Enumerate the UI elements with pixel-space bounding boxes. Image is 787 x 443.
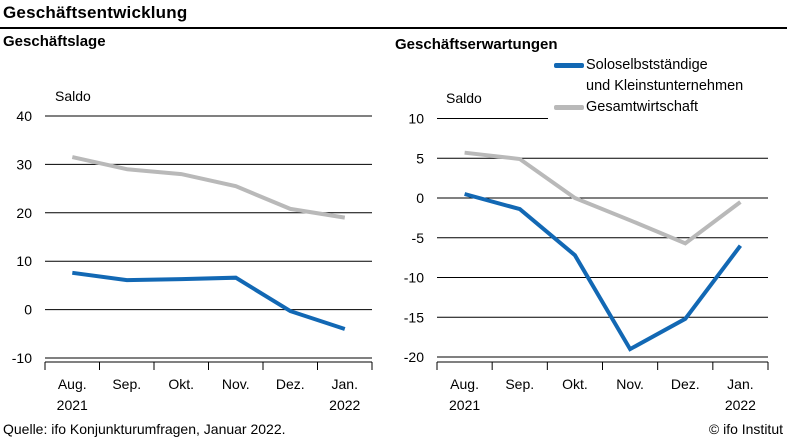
svg-text:0: 0 bbox=[24, 302, 32, 318]
svg-text:2022: 2022 bbox=[725, 397, 756, 413]
svg-text:40: 40 bbox=[16, 108, 32, 124]
svg-text:-15: -15 bbox=[404, 309, 424, 325]
blue-line-swatch-icon bbox=[554, 63, 584, 68]
legend: Soloselbstständige und Kleinstunternehme… bbox=[553, 55, 785, 118]
chart-title-geschaeftserwartungen: Geschäftserwartungen bbox=[395, 36, 558, 53]
copyright-note: © ifo Institut bbox=[708, 421, 783, 437]
svg-text:-10: -10 bbox=[12, 350, 32, 366]
chart-title-geschaeftslage: Geschäftslage bbox=[3, 33, 106, 50]
line-chart-geschaeftslage: 40 30 20 10 0 -10 Aug. 2021 Sep. Okt. Nov. Dez. Jan.… bbox=[12, 108, 373, 413]
source-note: Quelle: ifo Konjunkturumfragen, Januar 2… bbox=[3, 421, 286, 437]
svg-text:30: 30 bbox=[16, 156, 32, 172]
page-title: Geschäftsentwicklung bbox=[3, 3, 188, 22]
svg-text:2021: 2021 bbox=[449, 397, 480, 413]
svg-text:Nov.: Nov. bbox=[222, 376, 250, 392]
svg-text:2021: 2021 bbox=[57, 397, 88, 413]
svg-text:Okt.: Okt. bbox=[168, 376, 194, 392]
svg-text:20: 20 bbox=[16, 205, 32, 221]
svg-text:Jan.: Jan. bbox=[727, 376, 753, 392]
svg-text:Sep.: Sep. bbox=[112, 376, 141, 392]
svg-text:Aug.: Aug. bbox=[58, 376, 87, 392]
right-y-axis-title: Saldo bbox=[446, 90, 482, 106]
legend-label: Soloselbstständige bbox=[586, 57, 708, 73]
svg-text:10: 10 bbox=[408, 111, 424, 127]
svg-text:-20: -20 bbox=[404, 349, 424, 365]
svg-text:Dez.: Dez. bbox=[276, 376, 305, 392]
legend-row-soloselbststaendige: Soloselbstständige bbox=[553, 55, 785, 76]
svg-text:0: 0 bbox=[416, 190, 424, 206]
line-chart-geschaeftserwartungen: 10 5 0 -5 -10 -15 -20 Aug. 2021 Sep. Okt. Nov. Dez. J… bbox=[404, 111, 769, 413]
legend-row-continuation: und Kleinstunternehmen bbox=[553, 76, 785, 97]
svg-text:Jan.: Jan. bbox=[332, 376, 358, 392]
svg-text:10: 10 bbox=[16, 253, 32, 269]
svg-text:-10: -10 bbox=[404, 270, 424, 286]
title-divider bbox=[0, 27, 787, 29]
legend-label: und Kleinstunternehmen bbox=[586, 78, 744, 94]
svg-text:-5: -5 bbox=[412, 230, 425, 246]
svg-text:Sep.: Sep. bbox=[505, 376, 534, 392]
svg-text:Dez.: Dez. bbox=[671, 376, 700, 392]
gray-line-swatch-icon bbox=[554, 105, 584, 110]
legend-label: Gesamtwirtschaft bbox=[586, 99, 698, 115]
svg-text:Okt.: Okt. bbox=[562, 376, 588, 392]
svg-text:2022: 2022 bbox=[329, 397, 360, 413]
legend-row-gesamtwirtschaft: Gesamtwirtschaft bbox=[553, 97, 785, 118]
svg-text:Aug.: Aug. bbox=[450, 376, 479, 392]
svg-text:5: 5 bbox=[416, 150, 424, 166]
left-y-axis-title: Saldo bbox=[55, 88, 91, 104]
svg-text:Nov.: Nov. bbox=[616, 376, 644, 392]
